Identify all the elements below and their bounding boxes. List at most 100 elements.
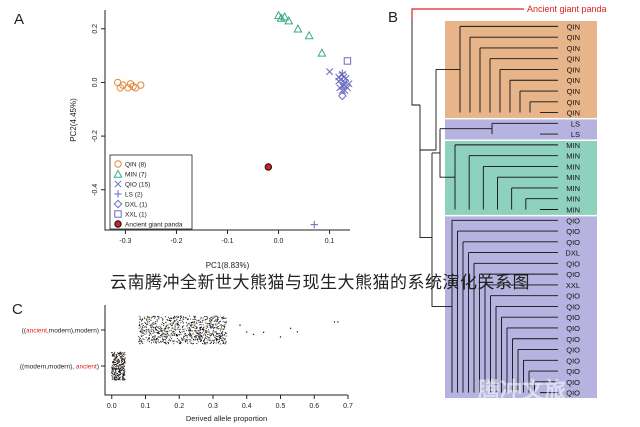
jitter-point (142, 318, 144, 320)
jitter-point (144, 318, 146, 320)
jitter-point (199, 331, 201, 333)
jitter-point (123, 379, 125, 381)
jitter-point (179, 343, 181, 345)
tree-leaf-label: QIO (566, 346, 580, 355)
jitter-point (202, 334, 204, 336)
jitter-point (179, 332, 182, 334)
jitter-point (194, 325, 196, 327)
jitter-point (116, 373, 119, 375)
data-point (337, 91, 347, 101)
jitter-point (193, 330, 195, 332)
jitter-point (119, 373, 121, 375)
jitter-point (190, 334, 192, 337)
jitter-point (208, 333, 210, 335)
jitter-point (162, 319, 164, 321)
data-point (304, 30, 314, 40)
jitter-point (115, 375, 117, 377)
jitter-point (213, 326, 215, 328)
jitter-point (145, 318, 147, 320)
jitter-point (167, 333, 169, 335)
jitter-point (208, 324, 210, 326)
jitter-point (198, 330, 200, 332)
jitter-point (218, 343, 220, 345)
jitter-point (112, 353, 115, 355)
jitter-point (175, 329, 177, 331)
jitter-point (222, 340, 224, 342)
jitter-point (206, 331, 208, 333)
jitter-point (202, 317, 204, 319)
jitter-point (113, 366, 115, 368)
jitter-point (205, 322, 207, 324)
jitter-point (217, 341, 219, 344)
jitter-point (178, 334, 180, 336)
tree-leaf-label: MIN (566, 141, 580, 150)
jitter-point (192, 343, 194, 345)
jitter-point (216, 333, 218, 335)
jitter-point (205, 334, 207, 336)
jitter-point (111, 375, 113, 377)
jitter-point (223, 317, 225, 319)
jitter-point (118, 355, 120, 357)
jitter-point (141, 332, 143, 334)
jitter-point (112, 355, 114, 357)
data-point (124, 84, 132, 92)
jitter-point (115, 364, 118, 366)
jitter-point (207, 326, 209, 328)
jitter-point (197, 330, 199, 332)
jitter-point (114, 374, 117, 376)
jitter-point (124, 358, 126, 360)
jitter-point (173, 317, 175, 319)
jitter-point (193, 342, 195, 345)
jitter-point (123, 372, 125, 375)
jitter-point (219, 335, 221, 337)
jitter-point (187, 329, 189, 331)
jitter-point (174, 327, 176, 329)
jitter-point (219, 324, 221, 326)
jitter-point (205, 332, 207, 334)
jitter-point (203, 339, 205, 341)
jitter-point (183, 335, 185, 337)
panel-a-letter: A (14, 11, 24, 28)
jitter-point (209, 336, 211, 338)
jitter-point (121, 378, 123, 380)
jitter-point (165, 336, 167, 338)
jitter-point (212, 317, 214, 319)
jitter-point (210, 322, 212, 324)
jitter-point (194, 316, 196, 318)
jitter-point (162, 318, 164, 320)
jitter-point (157, 333, 160, 335)
jitter-point (145, 330, 148, 332)
jitter-point (213, 335, 215, 337)
jitter-point (116, 367, 118, 369)
jitter-point (211, 326, 213, 328)
jitter-point (147, 337, 150, 339)
jitter-point (164, 329, 166, 331)
jitter-point (155, 320, 157, 323)
jitter-point (115, 370, 117, 372)
jitter-point (172, 323, 174, 325)
jitter-point (177, 316, 179, 319)
data-point (345, 80, 353, 88)
jitter-point (151, 339, 153, 341)
jitter-point (155, 340, 157, 342)
jitter-point (151, 316, 153, 318)
jitter-point (191, 337, 193, 339)
jitter-point (124, 374, 126, 376)
jitter-point (121, 376, 123, 378)
jitter-point (210, 316, 212, 318)
legend-marker (114, 210, 122, 218)
jitter-point (120, 370, 122, 372)
jitter-point (168, 339, 170, 341)
jitter-point (159, 328, 161, 330)
jitter-point (207, 339, 209, 342)
jitter-point (168, 334, 170, 336)
jitter-point (123, 354, 125, 356)
jitter-point (162, 339, 164, 341)
tree-leaf-label: QIO (566, 389, 580, 398)
jitter-point (201, 328, 203, 331)
jitter-point (169, 334, 171, 336)
jitter-point (176, 338, 178, 340)
jitter-point (221, 332, 223, 334)
row-label-part: ancient (76, 364, 97, 371)
jitter-point (197, 332, 199, 335)
